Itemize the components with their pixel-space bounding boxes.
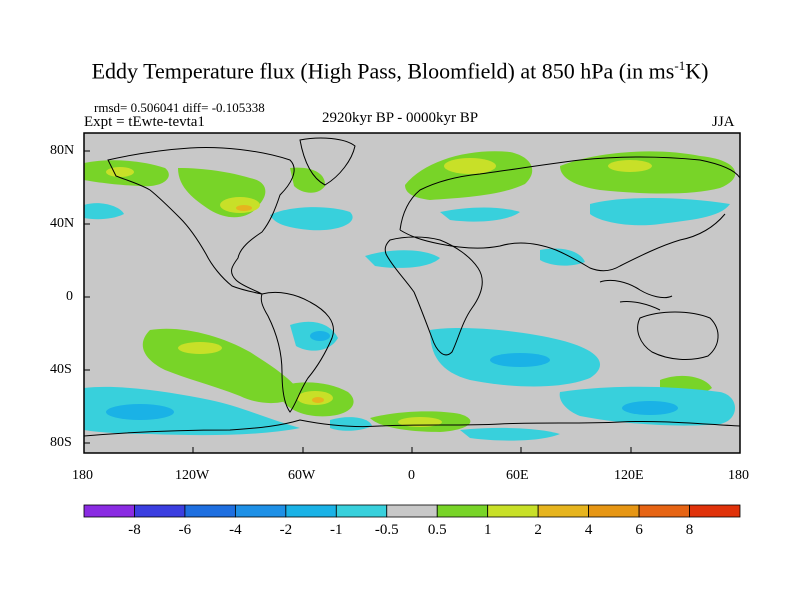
title-end: K) bbox=[685, 58, 709, 84]
coastline-southeast-asia bbox=[599, 279, 673, 311]
negative-region-east-asia bbox=[590, 198, 730, 226]
negative-region-atlantic-tropics bbox=[365, 250, 440, 268]
lon-label-120w: 120W bbox=[175, 468, 210, 483]
negative-region-antarctic-west bbox=[330, 417, 372, 431]
colorbar-swatch bbox=[386, 504, 438, 518]
colorbar-swatch bbox=[184, 504, 236, 518]
colorbar-swatch bbox=[436, 504, 489, 518]
blue-core-4 bbox=[310, 331, 330, 341]
stats-label: rmsd= 0.506041 diff= -0.105338 bbox=[94, 100, 265, 115]
colorbar-label: 2 bbox=[534, 522, 542, 538]
colorbar-swatch bbox=[234, 504, 287, 518]
yellow-core-7 bbox=[398, 417, 442, 427]
lat-label-80s: 80S bbox=[50, 435, 72, 450]
colorbar-swatch bbox=[134, 504, 186, 518]
season-label: JJA bbox=[712, 114, 735, 130]
colorbar-label: -8 bbox=[128, 522, 141, 538]
negative-region-antarctic-east bbox=[460, 427, 560, 441]
lon-label-120e: 120E bbox=[614, 468, 644, 483]
coastline-africa bbox=[384, 236, 483, 356]
colorbar-label: -4 bbox=[229, 522, 242, 538]
colorbar-swatch bbox=[537, 504, 590, 518]
colorbar bbox=[83, 504, 741, 518]
colorbar-swatch bbox=[638, 504, 690, 518]
experiment-label: Expt = tEwte-tevta1 bbox=[84, 114, 205, 130]
orange-core-2 bbox=[312, 397, 324, 403]
colorbar-label: -6 bbox=[178, 522, 192, 538]
map-title: Eddy Temperature flux (High Pass, Bloomf… bbox=[0, 58, 800, 84]
lat-label-0: 0 bbox=[66, 289, 73, 304]
colorbar-label: -1 bbox=[330, 522, 343, 538]
coastlines bbox=[84, 137, 740, 437]
period-label: 2920kyr BP - 0000kyr BP bbox=[322, 110, 479, 126]
lon-label-180w: 180 bbox=[72, 468, 93, 483]
yellow-core-3 bbox=[444, 158, 496, 174]
colorbar-swatch bbox=[588, 504, 640, 518]
coastline-antarctica bbox=[84, 419, 740, 437]
negative-region-southern-ocean bbox=[84, 386, 300, 436]
lat-label-40s: 40S bbox=[50, 362, 72, 377]
colorbar-swatch bbox=[689, 504, 741, 518]
orange-core-1 bbox=[236, 205, 252, 211]
lat-label-40n: 40N bbox=[50, 216, 75, 231]
lon-label-180e: 180 bbox=[728, 468, 749, 483]
coastline-australia bbox=[637, 311, 719, 360]
blue-core-2 bbox=[490, 353, 550, 367]
blue-core-1 bbox=[106, 404, 174, 420]
blue-core-3 bbox=[622, 401, 678, 415]
colorbar-swatch bbox=[83, 504, 135, 518]
positive-region-siberia bbox=[560, 151, 736, 194]
yellow-core-1 bbox=[106, 167, 134, 177]
lon-label-0: 0 bbox=[408, 468, 415, 483]
colorbar-label: 6 bbox=[635, 522, 643, 538]
colorbar-label: -2 bbox=[279, 522, 293, 538]
yellow-core-4 bbox=[608, 160, 652, 172]
lon-label-60e: 60E bbox=[506, 468, 529, 483]
negative-region-eurasia bbox=[440, 207, 520, 222]
positive-region-canada-east bbox=[290, 167, 326, 193]
coastline-europe-asia bbox=[399, 156, 740, 272]
yellow-core-5 bbox=[178, 342, 222, 354]
coastline-north-america bbox=[107, 147, 295, 295]
lat-label-80n: 80N bbox=[50, 143, 75, 158]
colorbar-label: -0.5 bbox=[374, 522, 399, 538]
coastline-south-america bbox=[260, 291, 334, 413]
colorbar-swatch bbox=[487, 504, 539, 518]
colorbar-label: 0.5 bbox=[427, 522, 447, 538]
anomaly-fields bbox=[84, 151, 736, 441]
negative-region-north-atlantic bbox=[270, 207, 353, 231]
colorbar-swatch bbox=[335, 504, 388, 518]
title-main: Eddy Temperature flux (High Pass, Bloomf… bbox=[91, 58, 675, 84]
yellow-core-2 bbox=[220, 197, 260, 213]
colorbar-label: 1 bbox=[483, 522, 492, 538]
colorbar-swatch bbox=[285, 504, 337, 518]
colorbar-label: 8 bbox=[685, 522, 694, 538]
negative-region-north-pacific bbox=[84, 203, 124, 220]
coastline-greenland bbox=[299, 137, 356, 186]
axis-ticks bbox=[84, 150, 632, 453]
negative-region-arabia bbox=[540, 248, 585, 266]
colorbar-label: 4 bbox=[584, 522, 593, 538]
lon-label-60w: 60W bbox=[288, 468, 316, 483]
title-superscript: -1 bbox=[674, 58, 686, 73]
